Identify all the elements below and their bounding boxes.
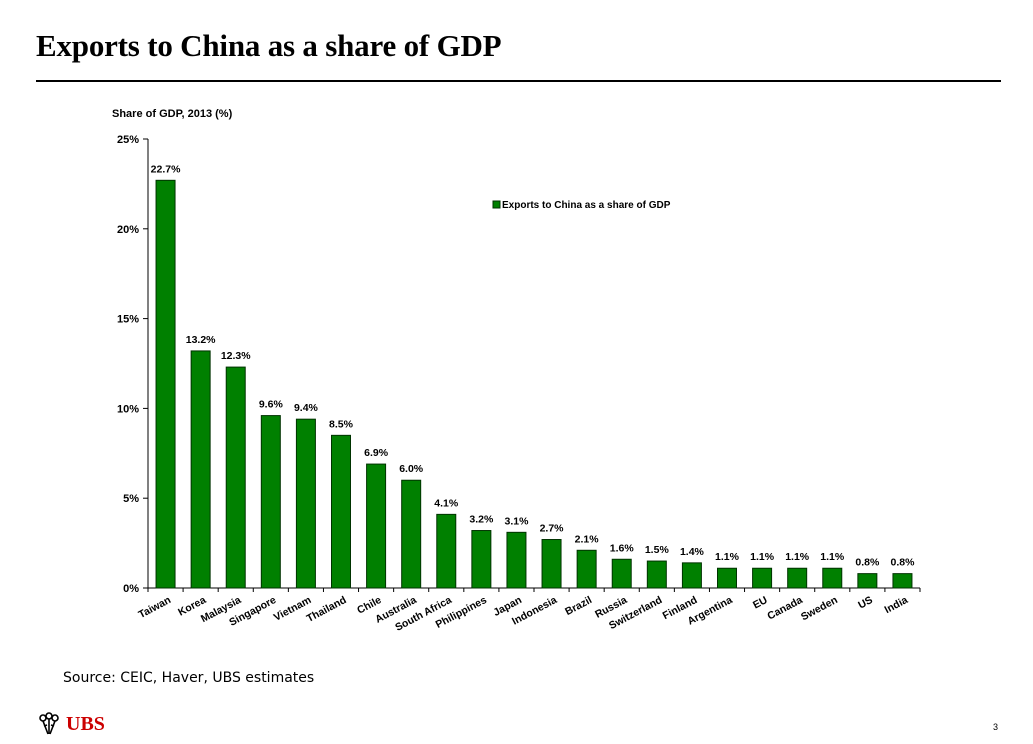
bar <box>646 560 667 589</box>
bar <box>611 558 632 589</box>
bar <box>436 513 457 589</box>
bar <box>506 531 527 589</box>
bar <box>155 179 176 589</box>
data-label: 12.3% <box>221 350 251 362</box>
y-tick-label: 5% <box>123 493 139 505</box>
x-tick-label: Sweden <box>799 594 840 623</box>
keys-logo-icon <box>39 712 59 735</box>
data-label: 9.6% <box>259 399 284 411</box>
page-number: 3 <box>993 722 999 732</box>
bar <box>225 366 246 589</box>
data-label: 13.2% <box>186 334 216 346</box>
data-labels: 22.7% 13.2% 12.3% 9.6% 9.4% 8.5% 6.9% 6.0% 4.1% 3… <box>151 163 915 568</box>
bar <box>576 549 597 589</box>
data-label: 1.4% <box>680 546 705 558</box>
bar <box>892 573 913 589</box>
data-label: 4.1% <box>434 497 459 509</box>
y-tick-label: 15% <box>117 314 139 326</box>
bar <box>471 530 492 589</box>
y-tick-label: 20% <box>117 224 139 236</box>
data-label: 3.1% <box>504 515 529 527</box>
title-divider <box>36 80 1001 82</box>
bars <box>155 179 913 589</box>
data-label: 1.1% <box>820 551 845 563</box>
bar <box>752 567 773 589</box>
slide-title: Exports to China as a share of GDP <box>36 28 502 63</box>
y-axis: 0% 5% 10% 15% 20% 25% <box>117 134 149 595</box>
legend-label: Exports to China as a share of GDP <box>502 200 671 211</box>
data-label: 1.5% <box>645 544 670 556</box>
x-tick-label: Taiwan <box>137 594 173 621</box>
data-label: 0.8% <box>890 557 915 569</box>
bar <box>190 350 211 589</box>
logo-text: UBS <box>66 712 105 735</box>
bar <box>857 573 878 589</box>
y-axis-title: Share of GDP, 2013 (%) <box>112 108 233 120</box>
y-tick-label: 25% <box>117 134 139 146</box>
x-tick-label: India <box>883 594 910 616</box>
data-label: 1.1% <box>715 551 740 563</box>
data-label: 1.1% <box>785 551 810 563</box>
y-tick-label: 10% <box>117 403 139 415</box>
bar <box>331 434 351 589</box>
legend-swatch <box>492 200 501 209</box>
data-label: 22.7% <box>151 163 181 175</box>
data-label: 3.2% <box>469 514 494 526</box>
data-label: 8.5% <box>329 418 354 430</box>
bar <box>787 567 808 589</box>
bar <box>822 567 843 589</box>
data-label: 2.1% <box>575 533 600 545</box>
data-label: 6.9% <box>364 447 389 459</box>
data-label: 6.0% <box>399 463 424 475</box>
x-axis <box>147 587 921 592</box>
x-tick-label: Thailand <box>305 594 349 625</box>
bar <box>717 567 737 589</box>
x-tick-label: US <box>856 594 875 611</box>
bar-chart: Share of GDP, 2013 (%) Exports to China … <box>112 108 921 634</box>
bar <box>366 463 387 589</box>
bar <box>260 415 281 589</box>
x-tick-label: Brazil <box>563 594 594 618</box>
bar <box>541 539 562 589</box>
bar <box>681 562 702 589</box>
data-label: 1.6% <box>610 542 635 554</box>
data-label: 0.8% <box>855 557 880 569</box>
data-label: 9.4% <box>294 402 319 414</box>
data-label: 2.7% <box>540 523 565 535</box>
ubs-logo: UBS <box>36 710 105 738</box>
x-tick-label: Canada <box>765 594 804 622</box>
x-tick-labels: Taiwan KoreaMalaysiaSingaporeVietnamThail… <box>137 594 910 634</box>
y-tick-label: 0% <box>123 583 139 595</box>
source-note: Source: CEIC, Haver, UBS estimates <box>63 670 315 686</box>
x-tick-label: EU <box>751 594 770 611</box>
legend: Exports to China as a share of GDP <box>492 200 671 211</box>
data-label: 1.1% <box>750 551 775 563</box>
bar <box>295 418 316 589</box>
bar <box>401 479 422 589</box>
